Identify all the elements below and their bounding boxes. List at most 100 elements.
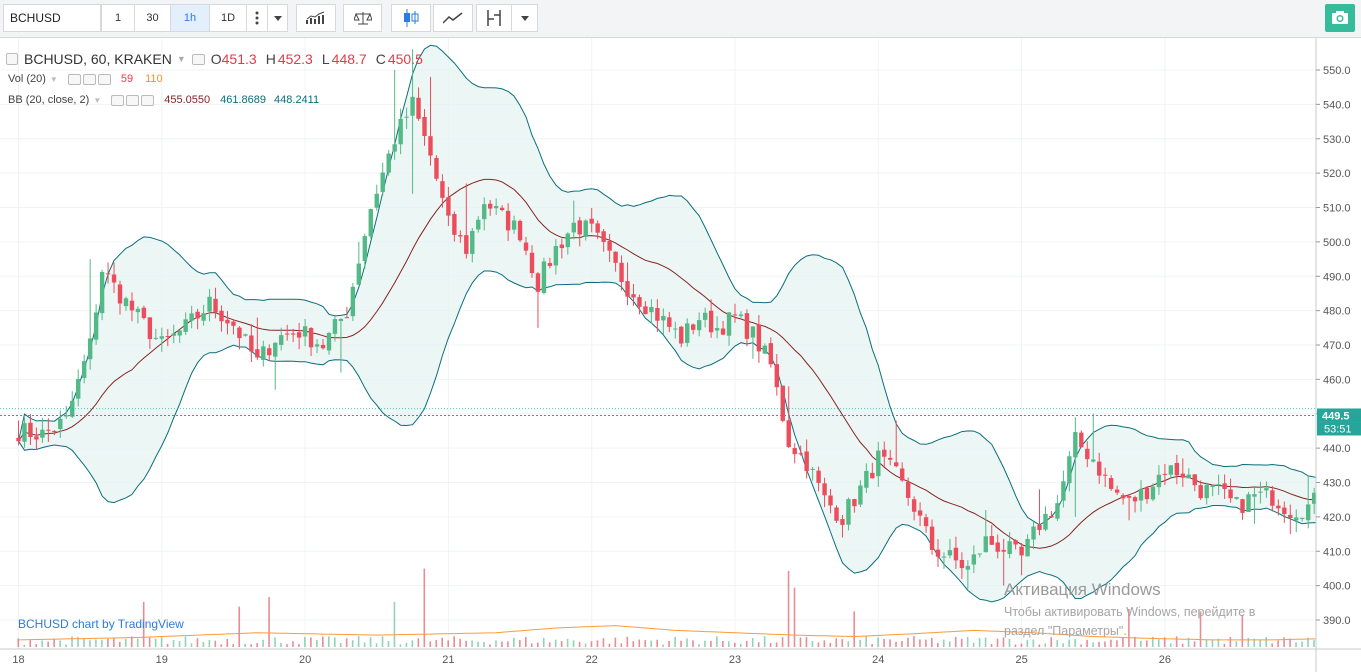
- interval-1d-button[interactable]: 1D: [209, 4, 247, 32]
- eye-icon[interactable]: [111, 94, 125, 106]
- indicators-icon[interactable]: [296, 4, 336, 32]
- candle-body: [959, 560, 965, 569]
- candle-body: [273, 342, 278, 357]
- chevron-down-icon[interactable]: ▼: [93, 95, 102, 105]
- time-tick-label: 24: [872, 654, 884, 666]
- volume-bar: [495, 640, 497, 647]
- price-tick-label: 400.0: [1323, 581, 1351, 593]
- gear-icon[interactable]: [126, 94, 140, 106]
- chevron-down-icon[interactable]: ▼: [176, 54, 186, 64]
- gear-icon[interactable]: [82, 73, 96, 85]
- close-icon[interactable]: [97, 73, 111, 85]
- volume-bar: [280, 642, 282, 647]
- candle-body: [1258, 491, 1263, 493]
- candle-body: [255, 349, 260, 358]
- volume-bar: [519, 640, 521, 647]
- camera-icon[interactable]: [1325, 4, 1355, 32]
- collapse-icon[interactable]: [6, 53, 18, 65]
- interval-30m-button[interactable]: 30: [134, 4, 171, 32]
- candle-body: [470, 230, 475, 254]
- candle-body: [1300, 517, 1305, 519]
- candle-body: [840, 519, 845, 525]
- volume-bar: [1074, 639, 1076, 647]
- volume-bar: [972, 642, 975, 647]
- tradingview-watermark[interactable]: BCHUSD chart by TradingView: [18, 617, 184, 631]
- candle-body: [374, 193, 379, 208]
- candle-body: [1114, 489, 1120, 493]
- volume-bar: [435, 639, 438, 647]
- candle-body: [183, 319, 188, 332]
- drawing-tools-icon[interactable]: [476, 4, 512, 32]
- time-tick-label: 18: [12, 654, 24, 666]
- interval-1h-button[interactable]: 1h: [170, 4, 210, 32]
- candle-body: [738, 314, 744, 317]
- volume-bar: [429, 641, 432, 647]
- volume-bar: [23, 644, 26, 647]
- volume-bar: [316, 639, 318, 647]
- candles-icon[interactable]: [391, 4, 431, 32]
- volume-bar: [1169, 643, 1172, 647]
- candle-body: [619, 262, 624, 283]
- volume-bar: [1044, 643, 1047, 647]
- area-chart-icon[interactable]: [433, 4, 473, 32]
- chevron-down-icon[interactable]: ▼: [49, 74, 58, 84]
- volume-bar: [1313, 640, 1315, 647]
- bb-indicator-label[interactable]: BB (20, close, 2): [8, 94, 90, 106]
- candle-body: [1222, 483, 1227, 489]
- volume-bar: [322, 636, 324, 647]
- dropdown-icon[interactable]: [267, 4, 288, 32]
- price-chart[interactable]: 390.0400.0410.0420.0430.0440.0450.0460.0…: [0, 38, 1361, 672]
- candlestick-series: [16, 49, 1361, 590]
- settings-icon[interactable]: [191, 53, 205, 65]
- volume-bar: [333, 637, 336, 647]
- volume-bar: [1199, 611, 1202, 647]
- candle-body: [356, 263, 362, 285]
- compare-icon[interactable]: [343, 4, 382, 32]
- candle-body: [911, 499, 917, 512]
- volume-bar: [757, 642, 760, 647]
- volume-bar: [417, 638, 420, 647]
- candle-body: [1013, 540, 1018, 545]
- candle-body: [165, 336, 170, 338]
- candle-body: [917, 510, 923, 516]
- close-icon[interactable]: [141, 94, 155, 106]
- candle-body: [708, 310, 714, 333]
- symbol-search-input[interactable]: BCHUSD: [3, 4, 101, 32]
- windows-activation-title: Активация Windows: [1004, 580, 1161, 599]
- volume-bar: [948, 641, 951, 647]
- volume-bar: [572, 640, 575, 647]
- candle-body: [1186, 474, 1191, 479]
- vol-indicator-label[interactable]: Vol (20): [8, 73, 46, 85]
- ohlc-l-value: 448.7: [331, 51, 367, 67]
- countdown-tag: [1317, 422, 1361, 436]
- volume-bar: [339, 643, 342, 647]
- more-dots-icon[interactable]: [246, 4, 268, 32]
- volume-bar: [530, 643, 533, 647]
- candle-body: [1234, 497, 1239, 499]
- volume-bar: [632, 641, 635, 647]
- ohlc-c-value: 450.5: [387, 51, 423, 67]
- eye-icon[interactable]: [67, 73, 81, 85]
- candle-body: [34, 436, 39, 440]
- price-tick-label: 420.0: [1323, 512, 1351, 524]
- candle-body: [141, 307, 147, 319]
- bb-upper-value: 461.8689: [220, 94, 267, 106]
- candle-body: [541, 261, 547, 293]
- interval-1m-button[interactable]: 1: [101, 4, 135, 32]
- volume-bar: [1032, 639, 1035, 647]
- volume-bar: [925, 639, 927, 647]
- volume-bar: [1134, 636, 1136, 647]
- volume-bar: [596, 640, 599, 647]
- candle-body: [1210, 485, 1215, 487]
- vol-value: 59: [120, 73, 134, 85]
- volume-bar: [1229, 637, 1232, 647]
- volume-bar: [716, 636, 718, 647]
- volume-bar: [83, 638, 85, 647]
- volume-bar: [883, 638, 885, 647]
- candle-body: [249, 335, 254, 352]
- candle-body: [595, 223, 600, 233]
- dropdown-icon[interactable]: [511, 4, 538, 32]
- volume-bar: [536, 642, 539, 647]
- volume-bar: [208, 640, 211, 647]
- candle-body: [28, 422, 33, 438]
